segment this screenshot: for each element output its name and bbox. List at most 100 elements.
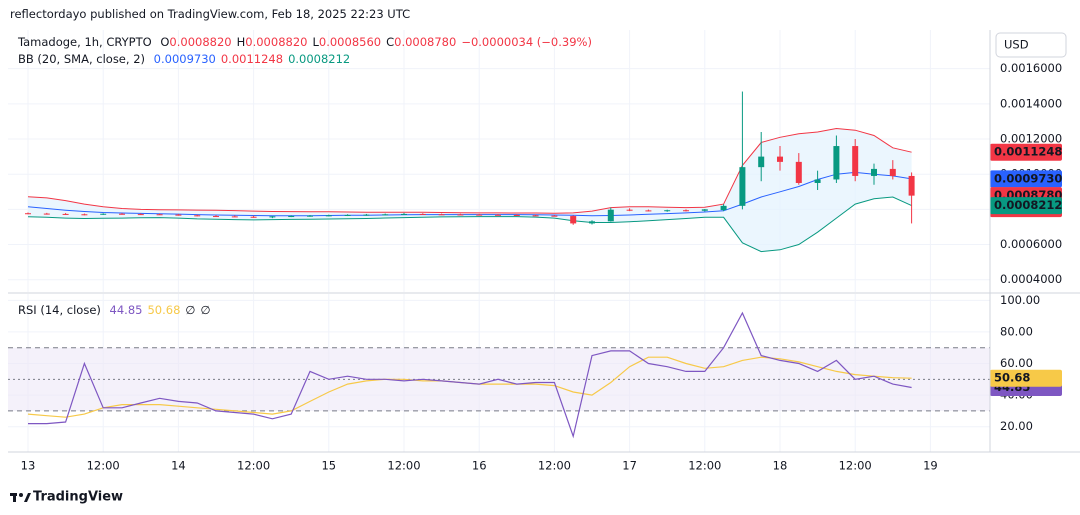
candle-body — [382, 214, 389, 216]
rsi-extra: ∅ — [185, 303, 196, 317]
candle-body — [325, 215, 332, 217]
candle-body — [288, 216, 295, 218]
x-tick-label: 17 — [622, 459, 637, 473]
x-tick-label: 12:00 — [87, 459, 120, 473]
candle-body — [307, 215, 313, 217]
x-tick-label: 19 — [923, 459, 938, 473]
candle-body — [908, 175, 915, 196]
ohlc-value: 0.0008560 — [318, 35, 382, 49]
candle-body — [532, 215, 539, 217]
candle-body — [645, 210, 652, 212]
candle-body — [194, 215, 201, 217]
candle-body — [833, 146, 840, 180]
candle-body — [401, 213, 407, 215]
candle-body — [231, 216, 238, 218]
currency-box[interactable] — [995, 32, 1067, 58]
candle-body — [683, 210, 689, 212]
candle-body — [570, 216, 577, 224]
candle-body — [156, 214, 163, 216]
rsi-line — [28, 311, 912, 439]
bb-line — [27, 171, 912, 217]
candle-body — [626, 209, 633, 211]
candle-body — [419, 213, 426, 215]
y-tick-label: 80.00 — [1000, 324, 1033, 338]
x-tick-label: 12:00 — [237, 459, 270, 473]
candle-body — [513, 214, 520, 216]
x-tick-label: 12:00 — [538, 459, 571, 473]
publisher: reflectordayo published on TradingView.c… — [10, 7, 411, 21]
candle-body — [100, 213, 107, 215]
price-badge-label: 0.0009730 — [994, 171, 1062, 185]
y-tick-label: 20.00 — [1000, 419, 1033, 433]
rsi-legend: RSI (14, close) 44.85 50.68 ∅ ∅ — [18, 303, 215, 317]
candle-body — [476, 214, 483, 216]
price-badge — [990, 197, 1062, 215]
y-tick-label: 0.0012000 — [1000, 132, 1062, 146]
candle-body — [363, 214, 370, 216]
bb-fill — [28, 128, 912, 252]
symbol-title: Tamadoge, 1h, CRYPTO — [18, 35, 152, 49]
rsi-extra: ∅ — [200, 303, 211, 317]
bb-legend: BB (20, SMA, close, 2) 0.0009730 0.001124… — [18, 52, 355, 66]
candle-body — [43, 213, 50, 215]
candle-body — [457, 214, 464, 216]
candle-body — [344, 214, 351, 216]
candle-body — [739, 167, 746, 206]
ohlc-value: 0.0008820 — [245, 35, 308, 49]
x-tick-label: 16 — [472, 459, 487, 473]
price-badge — [990, 143, 1062, 161]
ohlc-value: 0.0008820 — [169, 35, 232, 49]
candle-body — [269, 216, 276, 218]
x-tick-label: 12:00 — [839, 459, 872, 473]
brand-logo — [10, 493, 31, 502]
candle-body — [814, 179, 821, 183]
rsi-title: RSI (14, close) — [18, 303, 101, 317]
candle-body — [250, 216, 257, 218]
bb-value: 0.0008212 — [288, 52, 351, 66]
candle-body — [720, 205, 727, 211]
price-badge — [990, 170, 1062, 188]
bb-value: 0.0011248 — [220, 52, 284, 66]
y-tick-label: 0.0014000 — [1000, 96, 1062, 110]
price-badge-label: 0.0008212 — [994, 198, 1062, 212]
candle-body — [777, 156, 783, 162]
candle-body — [25, 213, 31, 215]
candle-body — [175, 214, 182, 216]
candle-body — [551, 215, 558, 217]
y-tick-label: 0.0004000 — [1000, 272, 1062, 286]
x-tick-label: 12:00 — [688, 459, 721, 473]
ohlc-key: C — [386, 35, 395, 49]
ohlc-key: L — [312, 35, 319, 49]
candle-body — [213, 216, 219, 218]
currency: USD — [1004, 38, 1029, 52]
candle-body — [81, 214, 88, 216]
candle-body — [119, 213, 125, 215]
candle-body — [889, 168, 896, 176]
x-tick-label: 13 — [21, 459, 36, 473]
y-tick-label: 100.00 — [1000, 293, 1040, 307]
change: −0.0000034 (−0.39%) — [461, 35, 592, 49]
candle-body — [589, 221, 595, 224]
candle-body — [758, 156, 765, 168]
price-badge-label: 50.68 — [994, 371, 1030, 385]
candle-body — [438, 214, 445, 216]
candle-body — [137, 214, 144, 216]
candle-body — [852, 146, 859, 176]
y-tick-label: 0.0016000 — [1000, 61, 1062, 75]
x-tick-label: 12:00 — [387, 459, 420, 473]
x-tick-label: 18 — [773, 459, 788, 473]
candle-body — [871, 168, 877, 176]
rsi-value: 44.85 — [109, 303, 143, 317]
candle-body — [62, 213, 69, 215]
bb-title: BB (20, SMA, close, 2) — [18, 52, 145, 66]
candle-body — [607, 209, 614, 222]
price-badge-label: 0.0011248 — [994, 145, 1062, 159]
candle-body — [664, 210, 671, 212]
bb-value: 0.0009730 — [153, 52, 216, 66]
candle-body — [795, 161, 802, 183]
candle-body — [495, 214, 501, 216]
x-tick-label: 14 — [171, 459, 186, 473]
